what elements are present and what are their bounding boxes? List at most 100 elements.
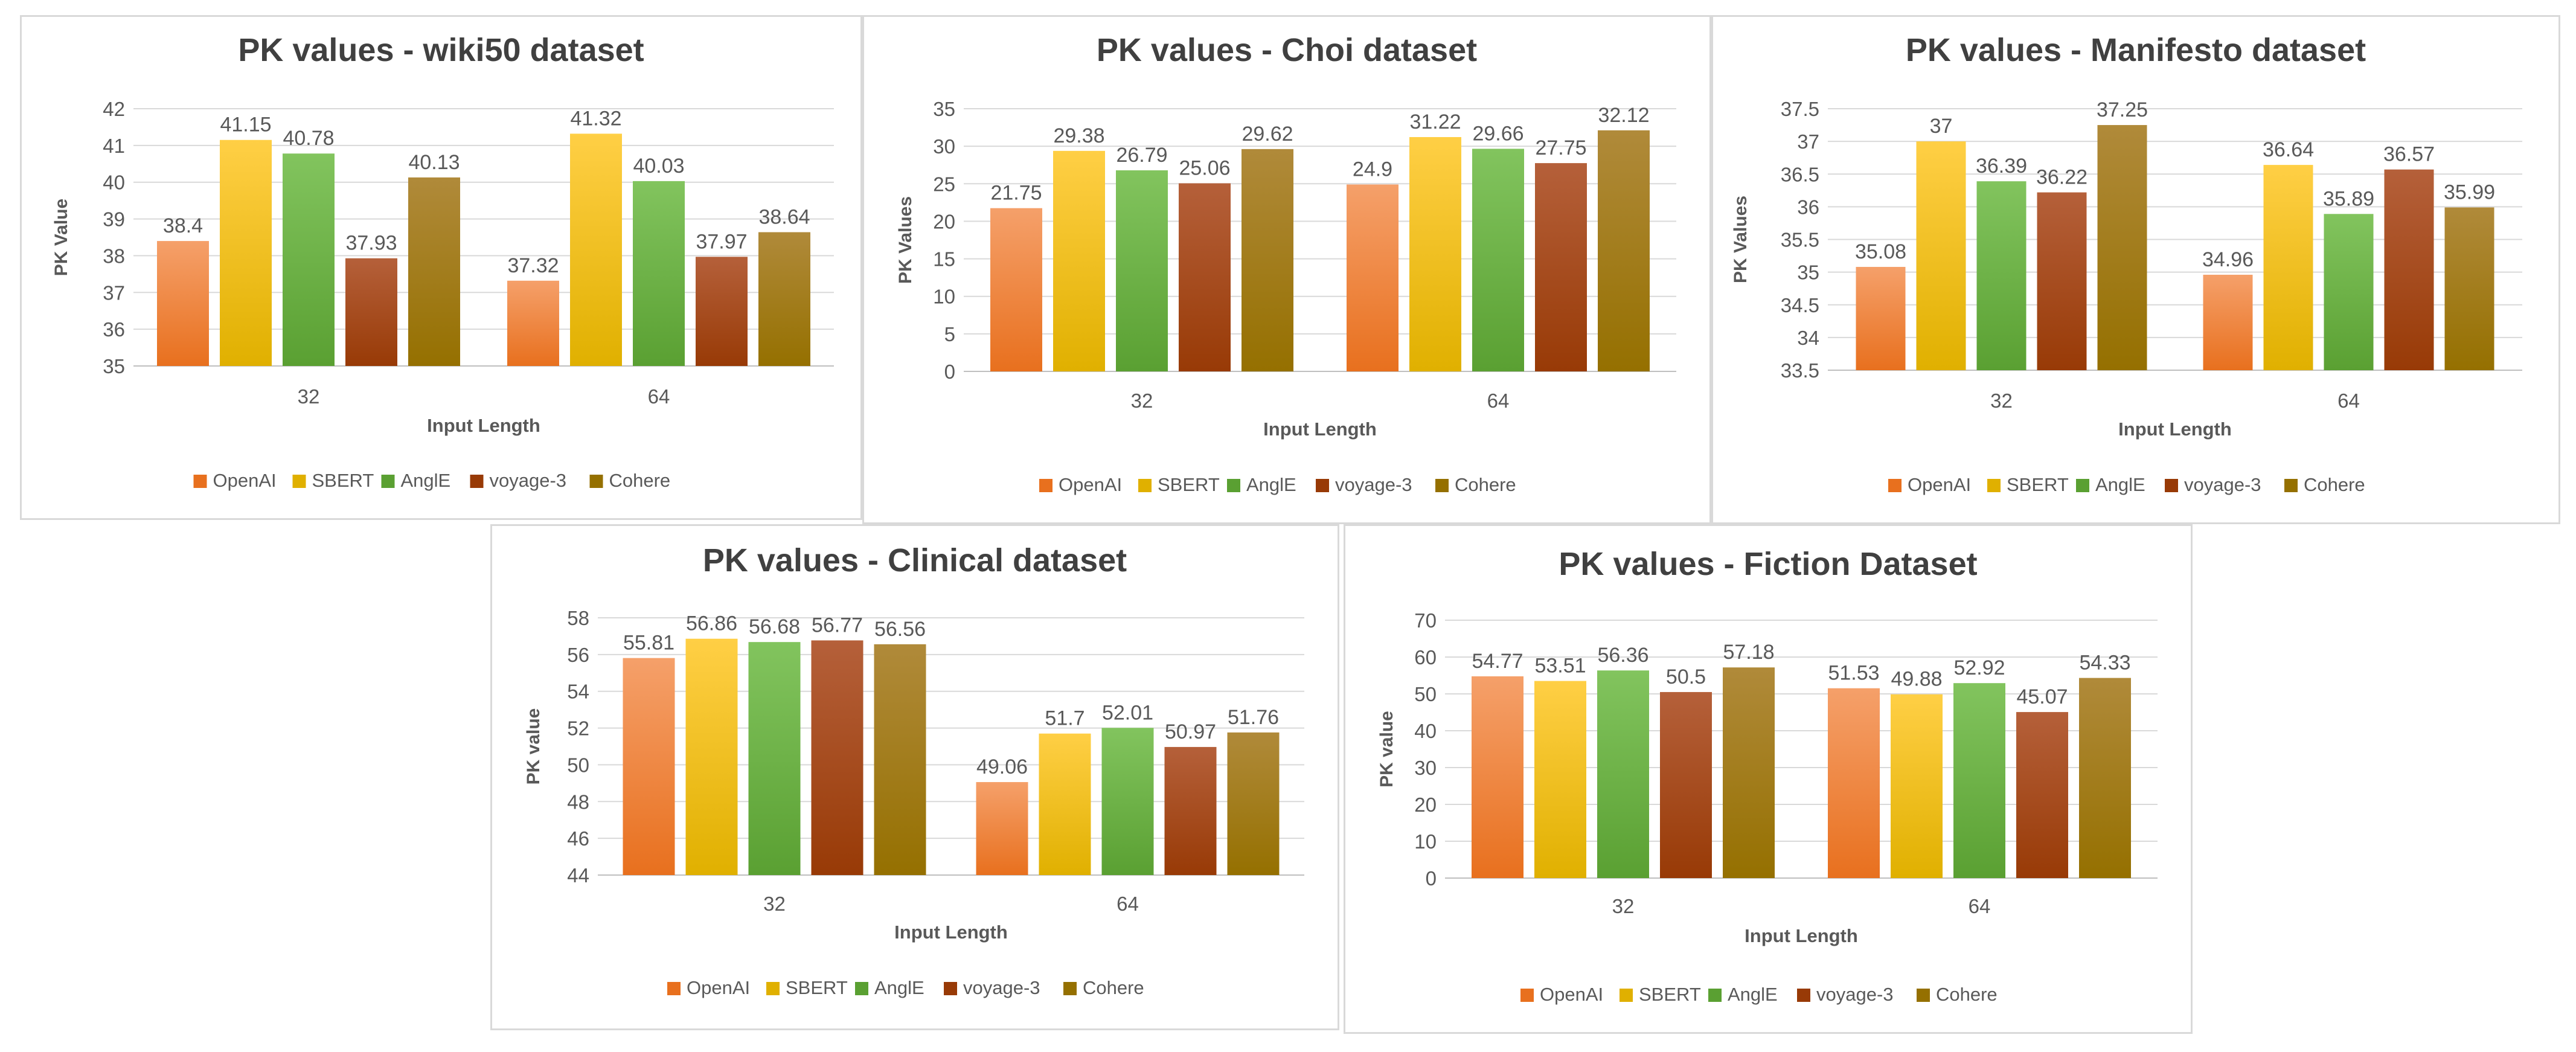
bar-sbert-64 <box>1409 136 1461 372</box>
bar-cohere-64 <box>1227 732 1280 875</box>
legend-label: voyage-3 <box>490 470 567 491</box>
y-tick-label: 35 <box>103 355 125 377</box>
data-label: 35.99 <box>2444 181 2495 204</box>
y-tick-label: 37 <box>1797 130 1819 153</box>
data-label: 49.88 <box>1891 668 1942 691</box>
data-label: 21.75 <box>990 182 1042 205</box>
legend-label: Cohere <box>1083 977 1144 998</box>
y-axis-label: PK Values <box>1731 196 1751 283</box>
bar-voyage-3-32 <box>1660 691 1712 878</box>
y-tick-label: 40 <box>103 172 125 194</box>
data-label: 36.64 <box>2263 138 2314 161</box>
y-tick-label: 36 <box>103 318 125 341</box>
bar-angle-64 <box>1101 728 1154 875</box>
data-label: 54.77 <box>1472 650 1523 673</box>
bar-angle-32 <box>1976 181 2027 370</box>
y-tick-label: 5 <box>944 323 955 345</box>
data-label: 38.64 <box>758 205 810 228</box>
data-label: 41.15 <box>220 114 271 136</box>
x-axis-label: Input Length <box>894 922 1008 943</box>
data-label: 53.51 <box>1534 655 1586 678</box>
x-axis-label: Input Length <box>2118 419 2232 440</box>
x-tick-label: 64 <box>648 385 670 408</box>
data-label: 54.33 <box>2079 652 2130 675</box>
chart-title: PK values - Fiction Dataset <box>1559 546 1977 582</box>
legend-label: Cohere <box>1455 474 1516 495</box>
data-label: 38.4 <box>163 214 203 237</box>
y-tick-label: 36 <box>1797 196 1819 218</box>
bar-angle-32 <box>1597 670 1649 878</box>
legend-swatch <box>470 475 484 488</box>
y-tick-label: 33.5 <box>1781 359 1819 382</box>
bar-cohere-64 <box>1598 130 1650 371</box>
legend-label: OpenAI <box>1059 474 1122 495</box>
chart-svg: PK values - Choi dataset 0 5 10 15 20 25 30 35 PK… <box>896 32 1676 495</box>
y-tick-label: 30 <box>933 135 955 158</box>
legend-swatch <box>1620 989 1633 1002</box>
y-tick-label: 30 <box>1414 757 1437 779</box>
bar-cohere-64 <box>758 232 810 366</box>
bar-cohere-32 <box>1242 149 1293 371</box>
legend-label: AnglE <box>874 977 924 998</box>
data-label: 31.22 <box>1409 111 1461 133</box>
bar-voyage-3-64 <box>1164 746 1217 875</box>
y-tick-label: 50 <box>1414 683 1437 705</box>
data-label: 50.97 <box>1165 720 1216 743</box>
legend-label: SBERT <box>786 977 848 998</box>
legend-swatch <box>1435 479 1449 492</box>
bar-sbert-32 <box>220 140 272 366</box>
y-tick-label: 10 <box>1414 830 1437 853</box>
data-label: 52.92 <box>1953 656 2005 679</box>
y-tick-label: 39 <box>103 208 125 231</box>
bar-sbert-64 <box>1039 733 1091 875</box>
bar-openai-32 <box>1856 266 1906 370</box>
data-label: 37 <box>1930 115 1953 138</box>
chart-svg: PK values - Fiction Dataset 0 10 20 30 40 50 60… <box>1377 546 2158 1005</box>
chart-title: PK values - Manifesto dataset <box>1906 32 2366 68</box>
data-label: 25.06 <box>1179 157 1230 180</box>
legend-label: voyage-3 <box>1816 984 1894 1005</box>
y-tick-label: 70 <box>1414 609 1437 632</box>
x-tick-label: 64 <box>1117 893 1139 915</box>
bar-sbert-64 <box>1891 694 1943 878</box>
y-axis-label: PK Values <box>896 196 915 284</box>
legend-label: AnglE <box>401 470 451 491</box>
x-tick-label: 64 <box>1969 895 1991 917</box>
y-tick-label: 52 <box>567 717 589 740</box>
data-label: 56.68 <box>749 615 800 638</box>
bar-voyage-3-64 <box>2384 169 2434 370</box>
data-label: 34.96 <box>2202 248 2254 271</box>
y-tick-label: 15 <box>933 248 955 271</box>
data-label: 41.32 <box>570 107 621 130</box>
bar-cohere-32 <box>408 177 460 366</box>
bar-sbert-64 <box>2263 165 2313 370</box>
y-tick-label: 0 <box>944 361 955 383</box>
data-label: 52.01 <box>1102 701 1153 724</box>
y-tick-label: 20 <box>933 210 955 233</box>
bar-angle-32 <box>748 642 801 875</box>
data-label: 37.97 <box>696 230 747 253</box>
bar-angle-64 <box>1953 683 2005 878</box>
data-label: 29.66 <box>1472 122 1523 145</box>
chart-title: PK values - Choi dataset <box>1097 32 1477 68</box>
y-tick-label: 0 <box>1426 867 1437 890</box>
legend-swatch <box>1917 989 1930 1002</box>
legend-swatch <box>1227 479 1240 492</box>
bar-voyage-3-32 <box>1179 183 1231 371</box>
legend-swatch <box>381 475 395 488</box>
data-label: 36.57 <box>2383 143 2435 166</box>
legend-swatch <box>2165 479 2178 492</box>
y-tick-label: 34 <box>1797 327 1819 349</box>
y-tick-label: 37.5 <box>1781 98 1819 120</box>
bar-openai-64 <box>507 280 559 366</box>
y-tick-label: 60 <box>1414 646 1437 669</box>
chart-title: PK values - wiki50 dataset <box>238 32 644 68</box>
x-tick-label: 64 <box>1487 390 1510 412</box>
legend-label: OpenAI <box>213 470 277 491</box>
bar-sbert-64 <box>570 133 622 366</box>
data-label: 29.62 <box>1242 123 1293 146</box>
legend-label: voyage-3 <box>1335 474 1412 495</box>
bar-openai-64 <box>1347 184 1399 371</box>
bar-sbert-32 <box>1534 681 1586 878</box>
legend-swatch <box>2284 479 2298 492</box>
